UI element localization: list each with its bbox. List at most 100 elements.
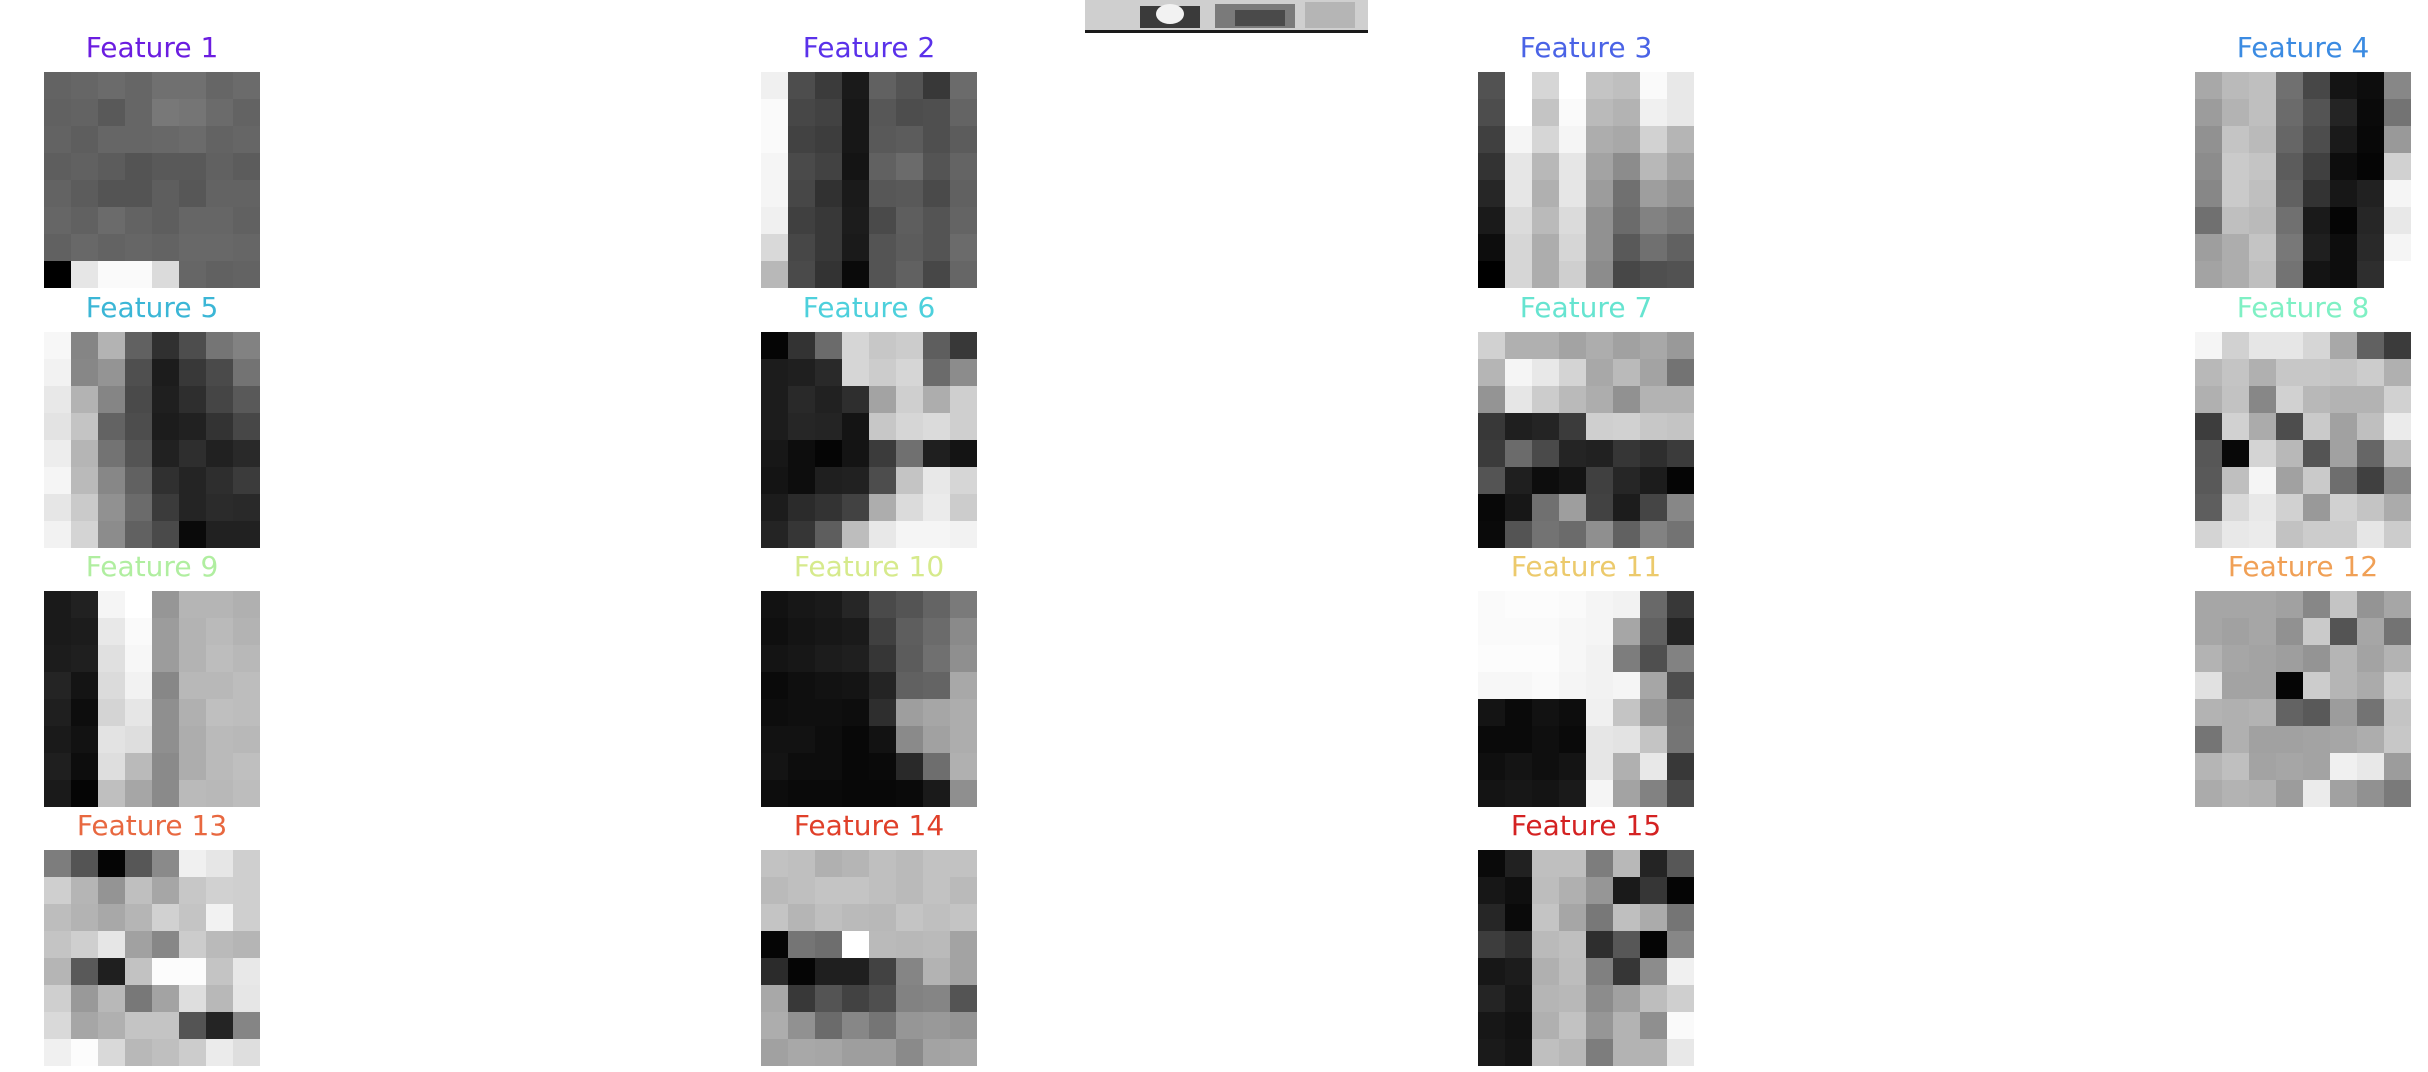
heatmap-cell bbox=[788, 591, 815, 618]
heatmap-cell bbox=[2222, 591, 2249, 618]
heatmap-cell bbox=[179, 1012, 206, 1039]
heatmap-cell bbox=[44, 413, 71, 440]
heatmap-cell bbox=[761, 672, 788, 699]
heatmap-cell bbox=[2357, 467, 2384, 494]
heatmap-cell bbox=[896, 985, 923, 1012]
heatmap-cell bbox=[179, 618, 206, 645]
heatmap-cell bbox=[950, 591, 977, 618]
heatmap-cell bbox=[2303, 618, 2330, 645]
heatmap-cell bbox=[923, 207, 950, 234]
heatmap-cell bbox=[125, 332, 152, 359]
feature-heatmap bbox=[44, 591, 260, 807]
heatmap-cell bbox=[233, 180, 260, 207]
heatmap-cell bbox=[179, 440, 206, 467]
heatmap-cell bbox=[2249, 386, 2276, 413]
heatmap-cell bbox=[761, 726, 788, 753]
heatmap-cell bbox=[2249, 467, 2276, 494]
heatmap-cell bbox=[1478, 494, 1505, 521]
heatmap-cell bbox=[179, 958, 206, 985]
heatmap-cell bbox=[2276, 207, 2303, 234]
heatmap-cell bbox=[2384, 726, 2411, 753]
heatmap-cell bbox=[125, 413, 152, 440]
heatmap-cell bbox=[98, 904, 125, 931]
heatmap-cell bbox=[1505, 1012, 1532, 1039]
heatmap-cell bbox=[1613, 332, 1640, 359]
heatmap-cell bbox=[869, 521, 896, 548]
heatmap-cell bbox=[842, 753, 869, 780]
heatmap-cell bbox=[206, 645, 233, 672]
heatmap-cell bbox=[1667, 207, 1694, 234]
heatmap-cell bbox=[788, 904, 815, 931]
heatmap-cell bbox=[761, 234, 788, 261]
heatmap-cell bbox=[1667, 726, 1694, 753]
heatmap-cell bbox=[206, 780, 233, 807]
heatmap-cell bbox=[1586, 494, 1613, 521]
heatmap-cell bbox=[1532, 931, 1559, 958]
heatmap-cell bbox=[44, 1012, 71, 1039]
heatmap-cell bbox=[923, 494, 950, 521]
heatmap-cell bbox=[1640, 440, 1667, 467]
heatmap-cell bbox=[923, 753, 950, 780]
heatmap-cell bbox=[896, 726, 923, 753]
heatmap-cell bbox=[2357, 645, 2384, 672]
heatmap-cell bbox=[842, 180, 869, 207]
heatmap-cell bbox=[815, 877, 842, 904]
heatmap-cell bbox=[71, 904, 98, 931]
heatmap-cell bbox=[1559, 958, 1586, 985]
heatmap-cell bbox=[1586, 234, 1613, 261]
heatmap-cell bbox=[842, 261, 869, 288]
heatmap-cell bbox=[98, 521, 125, 548]
feature-heatmap bbox=[761, 332, 977, 548]
heatmap-cell bbox=[815, 180, 842, 207]
heatmap-cell bbox=[1667, 180, 1694, 207]
heatmap-cell bbox=[788, 780, 815, 807]
heatmap-cell bbox=[2222, 440, 2249, 467]
heatmap-cell bbox=[815, 850, 842, 877]
heatmap-cell bbox=[1559, 72, 1586, 99]
heatmap-cell bbox=[1478, 180, 1505, 207]
heatmap-cell bbox=[869, 753, 896, 780]
heatmap-cell bbox=[1640, 386, 1667, 413]
heatmap-cell bbox=[950, 780, 977, 807]
heatmap-cell bbox=[125, 618, 152, 645]
heatmap-cell bbox=[950, 645, 977, 672]
heatmap-cell bbox=[896, 413, 923, 440]
feature-title: Feature 5 bbox=[85, 291, 219, 324]
heatmap-cell bbox=[2384, 72, 2411, 99]
heatmap-cell bbox=[2330, 180, 2357, 207]
heatmap-cell bbox=[2249, 413, 2276, 440]
heatmap-cell bbox=[44, 726, 71, 753]
heatmap-cell bbox=[1613, 467, 1640, 494]
heatmap-cell bbox=[2276, 726, 2303, 753]
feature-heatmap bbox=[2195, 591, 2411, 807]
heatmap-cell bbox=[950, 1012, 977, 1039]
heatmap-cell bbox=[1532, 261, 1559, 288]
heatmap-cell bbox=[896, 386, 923, 413]
heatmap-cell bbox=[233, 726, 260, 753]
heatmap-cell bbox=[125, 207, 152, 234]
heatmap-cell bbox=[896, 672, 923, 699]
heatmap-cell bbox=[98, 618, 125, 645]
heatmap-cell bbox=[152, 359, 179, 386]
heatmap-cell bbox=[2357, 180, 2384, 207]
heatmap-cell bbox=[2195, 521, 2222, 548]
heatmap-cell bbox=[179, 780, 206, 807]
heatmap-cell bbox=[2222, 645, 2249, 672]
heatmap-cell bbox=[71, 99, 98, 126]
heatmap-cell bbox=[98, 1039, 125, 1066]
heatmap-cell bbox=[1640, 126, 1667, 153]
heatmap-cell bbox=[2303, 413, 2330, 440]
heatmap-cell bbox=[788, 332, 815, 359]
heatmap-cell bbox=[869, 72, 896, 99]
heatmap-cell bbox=[842, 521, 869, 548]
heatmap-cell bbox=[2195, 494, 2222, 521]
heatmap-cell bbox=[98, 359, 125, 386]
heatmap-cell bbox=[1478, 958, 1505, 985]
heatmap-cell bbox=[152, 332, 179, 359]
heatmap-cell bbox=[1586, 467, 1613, 494]
heatmap-cell bbox=[761, 780, 788, 807]
heatmap-cell bbox=[2303, 359, 2330, 386]
heatmap-cell bbox=[1559, 1012, 1586, 1039]
heatmap-cell bbox=[1478, 645, 1505, 672]
feature-heatmap bbox=[761, 591, 977, 807]
